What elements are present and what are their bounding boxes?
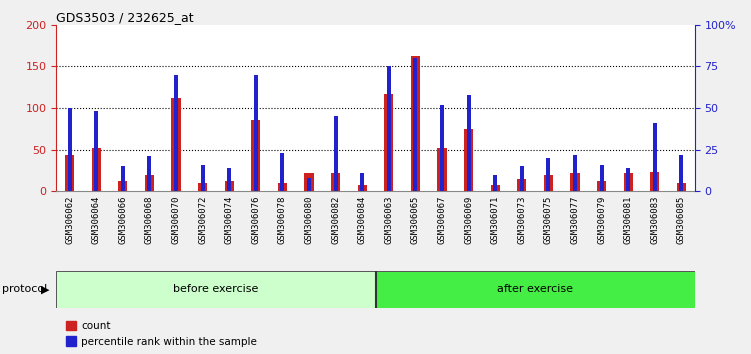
Text: GSM306062: GSM306062 — [65, 195, 74, 244]
Bar — [147, 156, 152, 191]
Text: GSM306071: GSM306071 — [490, 195, 499, 244]
Text: GSM306083: GSM306083 — [650, 195, 659, 244]
Bar — [254, 75, 258, 191]
Bar — [411, 56, 420, 191]
Bar — [174, 75, 178, 191]
Bar — [304, 173, 314, 191]
Bar — [653, 123, 657, 191]
Text: GSM306078: GSM306078 — [278, 195, 287, 244]
Bar — [333, 116, 338, 191]
Text: ▶: ▶ — [41, 284, 50, 295]
Text: GSM306075: GSM306075 — [544, 195, 553, 244]
Text: GSM306081: GSM306081 — [623, 195, 632, 244]
Bar — [490, 184, 500, 191]
Bar — [437, 148, 447, 191]
Text: GSM306070: GSM306070 — [171, 195, 180, 244]
Text: before exercise: before exercise — [173, 284, 258, 295]
Bar — [201, 165, 204, 191]
Bar — [413, 58, 418, 191]
Text: GSM306072: GSM306072 — [198, 195, 207, 244]
Bar — [599, 165, 604, 191]
Text: GSM306069: GSM306069 — [464, 195, 473, 244]
Bar — [570, 173, 580, 191]
Bar — [118, 181, 128, 191]
Text: GSM306073: GSM306073 — [517, 195, 526, 244]
Bar — [466, 95, 471, 191]
Bar — [677, 183, 686, 191]
Bar — [387, 66, 391, 191]
Bar — [626, 168, 630, 191]
Text: GSM306067: GSM306067 — [438, 195, 447, 244]
Text: GSM306074: GSM306074 — [225, 195, 234, 244]
Text: GSM306063: GSM306063 — [385, 195, 394, 244]
Bar — [65, 155, 74, 191]
Bar — [56, 271, 376, 308]
Bar — [440, 105, 444, 191]
Bar — [278, 183, 287, 191]
Bar — [544, 175, 553, 191]
Bar — [597, 181, 606, 191]
Text: GSM306066: GSM306066 — [119, 195, 128, 244]
Bar — [360, 173, 364, 191]
Bar — [650, 172, 659, 191]
Bar — [307, 178, 311, 191]
Text: GSM306065: GSM306065 — [411, 195, 420, 244]
Bar — [121, 166, 125, 191]
Bar — [198, 183, 207, 191]
Text: GSM306077: GSM306077 — [571, 195, 580, 244]
Bar — [517, 179, 526, 191]
Bar — [520, 166, 523, 191]
Legend: count, percentile rank within the sample: count, percentile rank within the sample — [62, 317, 261, 351]
Bar — [623, 173, 633, 191]
Bar — [68, 108, 71, 191]
Bar — [145, 175, 154, 191]
Text: after exercise: after exercise — [497, 284, 573, 295]
Bar — [94, 111, 98, 191]
Bar — [493, 175, 497, 191]
Text: GSM306084: GSM306084 — [357, 195, 366, 244]
Text: GSM306079: GSM306079 — [597, 195, 606, 244]
Text: GSM306085: GSM306085 — [677, 195, 686, 244]
Bar — [280, 153, 285, 191]
Bar — [225, 181, 234, 191]
Bar — [228, 168, 231, 191]
Bar — [251, 120, 261, 191]
Bar — [385, 94, 394, 191]
Text: protocol: protocol — [2, 284, 47, 295]
Bar — [464, 129, 473, 191]
Text: GSM306080: GSM306080 — [304, 195, 313, 244]
Text: GSM306068: GSM306068 — [145, 195, 154, 244]
Bar — [573, 155, 577, 191]
Bar — [331, 173, 340, 191]
Bar — [680, 155, 683, 191]
Bar — [376, 271, 695, 308]
Text: GSM306076: GSM306076 — [252, 195, 261, 244]
Text: GDS3503 / 232625_at: GDS3503 / 232625_at — [56, 11, 194, 24]
Bar — [92, 148, 101, 191]
Text: GSM306082: GSM306082 — [331, 195, 340, 244]
Bar — [357, 185, 366, 191]
Bar — [171, 98, 181, 191]
Bar — [547, 158, 550, 191]
Text: GSM306064: GSM306064 — [92, 195, 101, 244]
